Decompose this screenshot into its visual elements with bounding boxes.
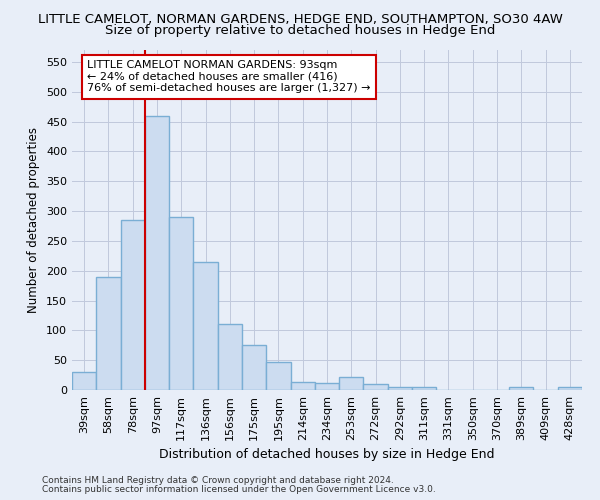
Bar <box>364 384 388 390</box>
Bar <box>218 324 242 390</box>
Text: LITTLE CAMELOT NORMAN GARDENS: 93sqm
← 24% of detached houses are smaller (416)
: LITTLE CAMELOT NORMAN GARDENS: 93sqm ← 2… <box>88 60 371 94</box>
Bar <box>290 382 315 390</box>
Bar <box>145 116 169 390</box>
Bar <box>169 217 193 390</box>
Bar <box>121 220 145 390</box>
Bar <box>412 387 436 390</box>
Text: Contains public sector information licensed under the Open Government Licence v3: Contains public sector information licen… <box>42 484 436 494</box>
Bar <box>558 387 582 390</box>
X-axis label: Distribution of detached houses by size in Hedge End: Distribution of detached houses by size … <box>159 448 495 462</box>
Text: Size of property relative to detached houses in Hedge End: Size of property relative to detached ho… <box>105 24 495 37</box>
Text: LITTLE CAMELOT, NORMAN GARDENS, HEDGE END, SOUTHAMPTON, SO30 4AW: LITTLE CAMELOT, NORMAN GARDENS, HEDGE EN… <box>38 12 562 26</box>
Bar <box>388 387 412 390</box>
Bar <box>193 262 218 390</box>
Bar <box>339 378 364 390</box>
Y-axis label: Number of detached properties: Number of detached properties <box>28 127 40 313</box>
Bar <box>242 346 266 390</box>
Text: Contains HM Land Registry data © Crown copyright and database right 2024.: Contains HM Land Registry data © Crown c… <box>42 476 394 485</box>
Bar <box>509 387 533 390</box>
Bar <box>96 276 121 390</box>
Bar <box>266 362 290 390</box>
Bar <box>315 383 339 390</box>
Bar <box>72 372 96 390</box>
